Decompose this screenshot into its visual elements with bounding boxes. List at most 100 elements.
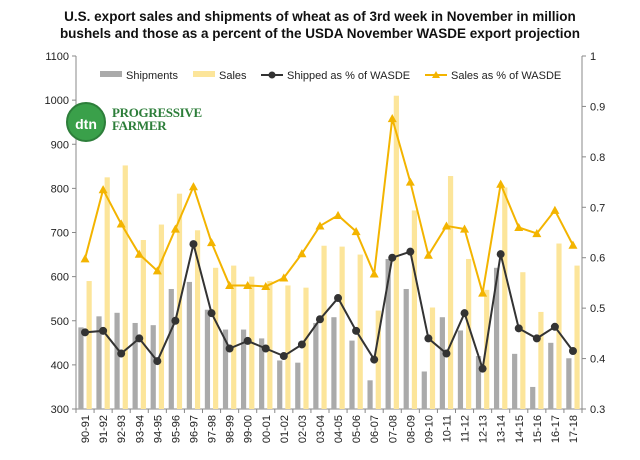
sales-bar — [484, 289, 490, 409]
chart-title-line-1: U.S. export sales and shipments of wheat… — [64, 9, 576, 24]
legend-sales-pct-marker — [432, 71, 440, 78]
shipments-bar — [349, 340, 355, 409]
sales-pct-point — [225, 280, 235, 290]
shipped-pct-point — [460, 309, 469, 318]
shipments-bar — [439, 317, 445, 409]
logo-brand-text: PROGRESSIVE FARMER — [112, 105, 202, 133]
shipments-bar — [168, 288, 174, 409]
x-tick-label: 92-93 — [116, 415, 128, 443]
chart-title: U.S. export sales and shipments of wheat… — [0, 8, 640, 42]
x-tick-label: 04-05 — [333, 415, 345, 443]
shipped-pct-point — [297, 340, 306, 349]
sales-bar — [339, 246, 345, 409]
sales-pct-point — [351, 226, 361, 236]
x-tick-label: 99-00 — [243, 415, 255, 443]
sales-bar — [213, 267, 219, 409]
sales-bar — [303, 287, 309, 409]
shipped-pct-point — [315, 315, 324, 324]
sales-pct-point — [532, 229, 542, 238]
sales-pct-point — [80, 254, 90, 263]
sales-bar — [104, 177, 110, 409]
sales-pct-point — [116, 219, 126, 228]
x-tick-label: 97-98 — [207, 415, 219, 443]
sales-pct-point — [243, 280, 253, 290]
shipped-pct-point — [568, 347, 577, 356]
sales-pct-point — [98, 185, 108, 194]
y-right-tick-label: 0.6 — [590, 253, 605, 265]
shipped-pct-point — [207, 309, 216, 318]
legend-sales-label: Sales — [219, 70, 247, 82]
shipped-pct-point — [81, 328, 90, 337]
x-tick-label: 01-02 — [279, 415, 291, 443]
legend-shipped-pct-marker — [268, 71, 276, 79]
y-right-tick-label: 0.7 — [590, 202, 605, 214]
sales-pct-point — [333, 210, 343, 219]
shipments-bar — [240, 329, 247, 409]
sales-bar — [122, 165, 128, 409]
legend-sales-swatch — [193, 71, 215, 77]
sales-pct-point — [460, 224, 470, 233]
shipped-pct-line — [84, 243, 574, 369]
sales-pct-point — [478, 288, 488, 297]
y-left-tick-label: 1100 — [45, 51, 69, 63]
shipped-pct-point — [496, 250, 505, 259]
shipments-bar — [421, 371, 427, 409]
shipped-pct-point — [352, 326, 361, 335]
shipped-pct-point — [532, 334, 541, 343]
sales-pct-point — [568, 240, 578, 249]
shipments-bar — [96, 316, 102, 409]
sales-bar — [140, 240, 146, 409]
sales-pct-point — [315, 221, 325, 230]
x-tick-label: 95-96 — [170, 415, 182, 443]
shipments-bar — [475, 356, 482, 409]
shipped-pct-point — [261, 344, 270, 353]
sales-bar — [194, 230, 201, 409]
y-right-tick-label: 0.5 — [590, 303, 605, 315]
x-tick-label: 12-13 — [478, 415, 490, 443]
x-tick-label: 90-91 — [80, 415, 92, 443]
x-tick-label: 14-15 — [514, 415, 526, 443]
sales-pct-point — [369, 269, 379, 278]
x-tick-label: 02-03 — [297, 415, 309, 443]
sales-pct-point — [188, 182, 198, 191]
legend-sales-pct-label: Sales as % of WASDE — [451, 70, 561, 82]
shipped-pct-point — [135, 334, 144, 343]
y-right-tick-label: 0.8 — [590, 152, 605, 164]
sales-pct-point — [550, 205, 560, 214]
y-left-tick-label: 600 — [51, 272, 69, 284]
shipped-pct-point — [406, 247, 415, 256]
chart-title-line-2: bushels and those as a percent of the US… — [59, 26, 581, 41]
y-left-tick-label: 1000 — [45, 95, 69, 107]
sales-bar — [375, 310, 381, 409]
sales-bar — [393, 95, 399, 410]
x-tick-label: 09-10 — [423, 415, 435, 443]
sales-bar — [574, 265, 580, 409]
y-right-tick-label: 1 — [590, 51, 596, 63]
sales-pct-point — [134, 249, 144, 258]
x-tick-label: 08-09 — [405, 415, 417, 443]
shipments-bar — [457, 330, 464, 409]
x-tick-label: 17-18 — [568, 415, 580, 443]
y-left-tick-label: 400 — [51, 360, 69, 372]
sales-pct-point — [387, 114, 397, 123]
legend-shipped-pct-label: Shipped as % of WASDE — [287, 70, 410, 82]
x-tick-label: 96-97 — [188, 415, 200, 443]
x-tick-label: 06-07 — [369, 415, 381, 443]
sales-bar — [231, 265, 237, 409]
x-tick-label: 16-17 — [550, 415, 562, 443]
sales-pct-point — [170, 224, 180, 233]
x-tick-label: 98-99 — [225, 415, 237, 443]
shipments-bar — [150, 325, 156, 409]
shipments-bar — [132, 322, 138, 409]
sales-bar — [466, 258, 472, 409]
x-tick-label: 11-12 — [460, 415, 472, 442]
x-tick-label: 13-14 — [496, 415, 508, 443]
sales-bar — [267, 281, 273, 409]
shipments-bar — [78, 327, 84, 409]
x-tick-label: 07-08 — [387, 415, 399, 443]
sales-bar — [556, 243, 562, 409]
shipments-bar — [259, 338, 265, 409]
x-tick-label: 05-06 — [351, 415, 363, 443]
sales-bar — [285, 285, 291, 409]
x-tick-label: 15-16 — [532, 415, 544, 443]
